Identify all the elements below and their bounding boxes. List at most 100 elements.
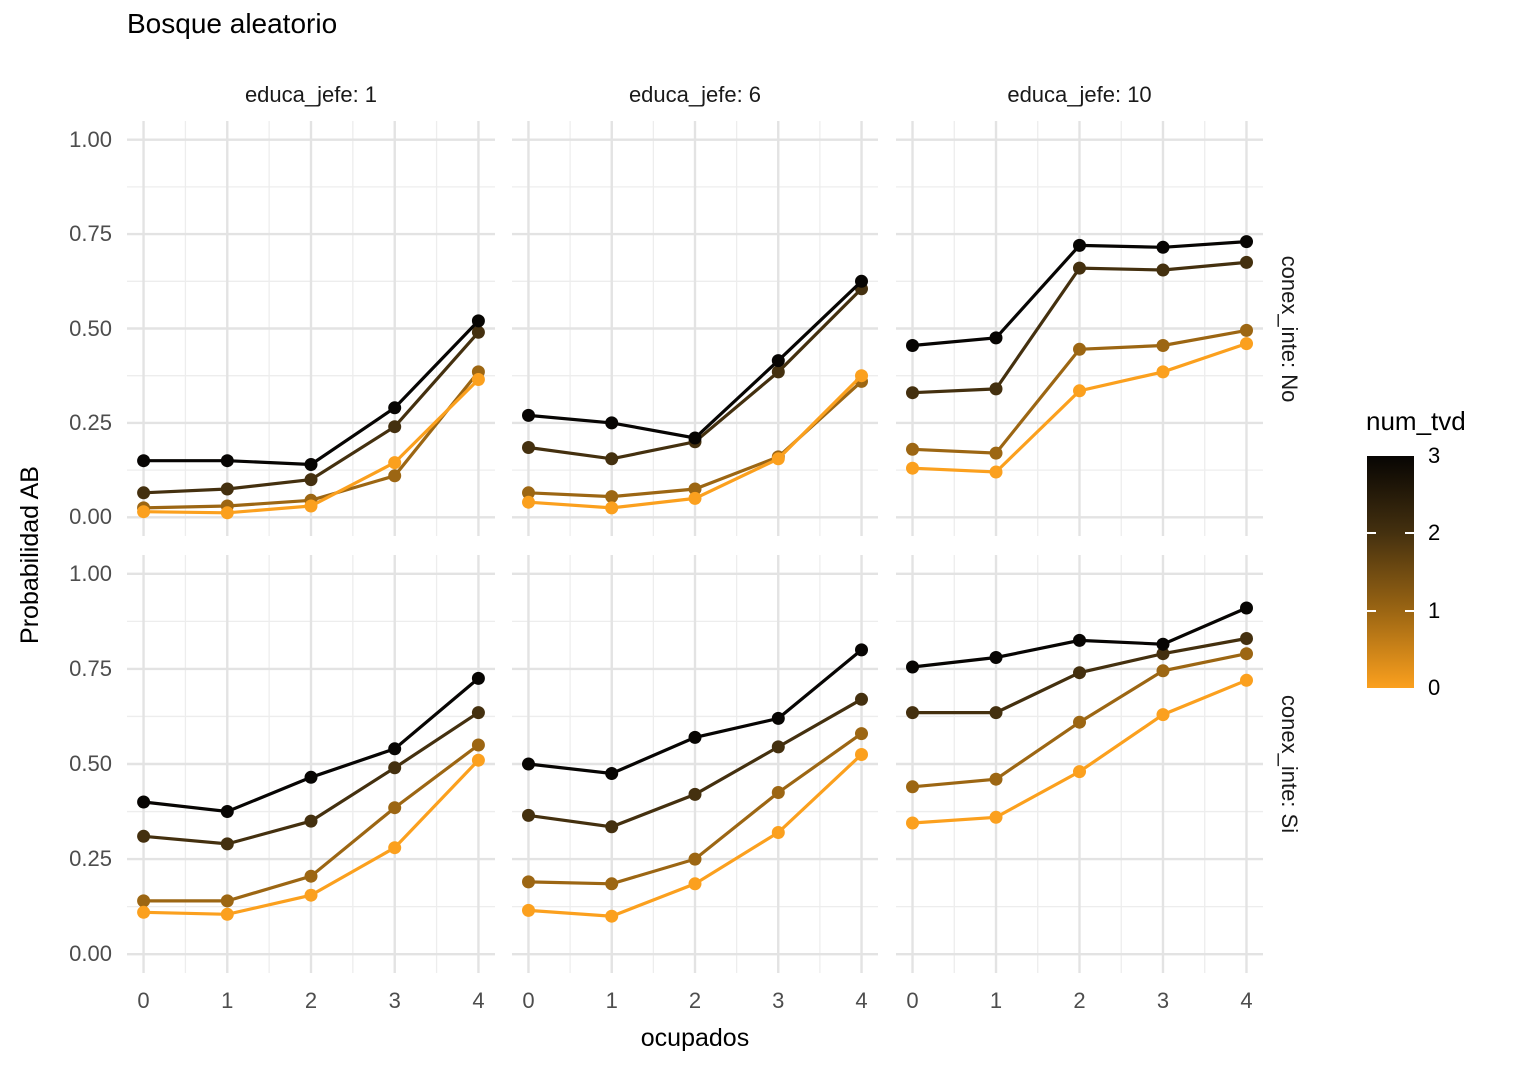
legend-tick-label: 2 (1428, 520, 1441, 546)
y-tick-label: 0.00 (69, 504, 112, 530)
facet-panel-Si-1 (127, 555, 495, 973)
data-point-num_tvd-1 (522, 875, 535, 889)
data-point-num_tvd-0 (1156, 708, 1170, 722)
legend-colorbar (1367, 456, 1414, 688)
data-point-num_tvd-0 (137, 905, 151, 919)
facet-panel-No-10 (896, 121, 1263, 536)
facet-col-strip: educa_jefe: 10 (1007, 82, 1152, 107)
data-point-num_tvd-2 (522, 808, 535, 822)
legend-tick-label: 3 (1428, 443, 1441, 468)
data-point-num_tvd-3 (388, 742, 402, 756)
data-point-num_tvd-2 (1240, 255, 1253, 269)
data-point-num_tvd-1 (388, 801, 402, 815)
x-tick-label: 3 (772, 988, 785, 1013)
legend-tick-label: 0 (1428, 675, 1441, 700)
legend-tick-label: 1 (1428, 597, 1441, 623)
data-point-num_tvd-0 (855, 369, 868, 383)
data-point-num_tvd-2 (471, 325, 485, 339)
data-point-num_tvd-3 (688, 431, 702, 445)
data-point-num_tvd-1 (605, 877, 619, 891)
x-tick-label: 4 (855, 988, 868, 1013)
data-point-num_tvd-1 (989, 772, 1003, 786)
x-tick-label: 0 (522, 988, 535, 1013)
data-point-num_tvd-0 (688, 877, 702, 891)
y-tick-label: 0.50 (69, 751, 112, 776)
data-point-num_tvd-2 (220, 482, 234, 496)
x-tick-label: 4 (472, 988, 485, 1013)
data-point-num_tvd-3 (1156, 240, 1170, 254)
data-point-num_tvd-3 (304, 458, 318, 471)
facet-panel-No-6 (512, 121, 878, 536)
data-point-num_tvd-2 (304, 814, 318, 828)
data-point-num_tvd-1 (220, 894, 234, 908)
data-point-num_tvd-0 (771, 452, 785, 466)
x-tick-label: 1 (989, 988, 1003, 1013)
x-tick-label: 4 (1240, 988, 1253, 1013)
data-point-num_tvd-3 (771, 711, 785, 725)
data-point-num_tvd-3 (1240, 235, 1253, 249)
data-point-num_tvd-2 (989, 382, 1003, 396)
data-point-num_tvd-3 (1073, 238, 1086, 252)
data-point-num_tvd-1 (304, 869, 318, 883)
data-point-num_tvd-2 (605, 452, 619, 466)
data-point-num_tvd-3 (1073, 633, 1086, 647)
data-point-num_tvd-1 (522, 486, 535, 500)
x-tick-label: 1 (605, 988, 618, 1013)
data-point-num_tvd-2 (471, 706, 485, 720)
x-tick-label: 2 (304, 988, 318, 1013)
data-point-num_tvd-2 (989, 706, 1003, 720)
data-point-num_tvd-0 (855, 748, 868, 761)
data-point-num_tvd-2 (388, 420, 402, 434)
data-point-num_tvd-2 (1156, 647, 1170, 661)
x-tick-label: 2 (1073, 988, 1086, 1013)
data-point-num_tvd-3 (304, 770, 318, 784)
data-point-num_tvd-3 (605, 416, 619, 430)
x-tick-label: 3 (388, 988, 401, 1013)
data-point-num_tvd-2 (522, 441, 535, 454)
data-point-num_tvd-0 (137, 505, 151, 519)
data-point-num_tvd-1 (471, 738, 485, 752)
data-point-num_tvd-1 (688, 852, 702, 866)
data-point-num_tvd-2 (137, 829, 151, 843)
data-point-num_tvd-0 (605, 909, 619, 923)
facet-col-strip: educa_jefe: 1 (244, 82, 378, 107)
data-point-num_tvd-2 (688, 787, 702, 801)
data-point-num_tvd-1 (137, 894, 151, 908)
data-point-num_tvd-3 (220, 805, 234, 818)
x-tick-label: 0 (906, 988, 919, 1013)
data-point-num_tvd-2 (137, 486, 151, 500)
data-point-num_tvd-1 (605, 490, 619, 504)
facet-panel-No-1 (127, 121, 495, 536)
data-point-num_tvd-2 (855, 692, 868, 706)
chart-title: Bosque aleatorio (127, 8, 338, 39)
data-point-num_tvd-2 (605, 820, 619, 834)
facet-panel-Si-6 (512, 555, 878, 973)
data-point-num_tvd-0 (1240, 673, 1253, 687)
data-point-num_tvd-3 (989, 651, 1003, 664)
y-tick-label: 1.00 (69, 560, 112, 586)
data-point-num_tvd-0 (304, 499, 318, 513)
data-point-num_tvd-0 (906, 461, 919, 475)
data-point-num_tvd-1 (771, 786, 785, 799)
data-point-num_tvd-1 (388, 469, 402, 483)
data-point-num_tvd-1 (1073, 342, 1086, 356)
x-tick-label: 1 (221, 988, 234, 1013)
data-point-num_tvd-1 (906, 442, 919, 456)
data-point-num_tvd-2 (1073, 666, 1086, 680)
x-tick-label: 2 (688, 988, 702, 1013)
legend-tick-mark (1405, 532, 1414, 535)
data-point-num_tvd-0 (688, 491, 702, 505)
y-tick-label: 0.25 (69, 409, 112, 435)
data-point-num_tvd-2 (771, 365, 785, 379)
data-point-num_tvd-3 (989, 331, 1003, 345)
legend-tick-mark (1367, 609, 1376, 612)
y-tick-label: 0.75 (69, 221, 112, 247)
data-point-num_tvd-2 (220, 837, 234, 851)
data-point-num_tvd-3 (906, 339, 919, 352)
data-point-num_tvd-2 (388, 761, 402, 775)
data-point-num_tvd-3 (137, 454, 151, 468)
y-tick-label: 0.75 (69, 655, 112, 681)
data-point-num_tvd-3 (855, 643, 868, 657)
data-point-num_tvd-0 (906, 816, 919, 830)
